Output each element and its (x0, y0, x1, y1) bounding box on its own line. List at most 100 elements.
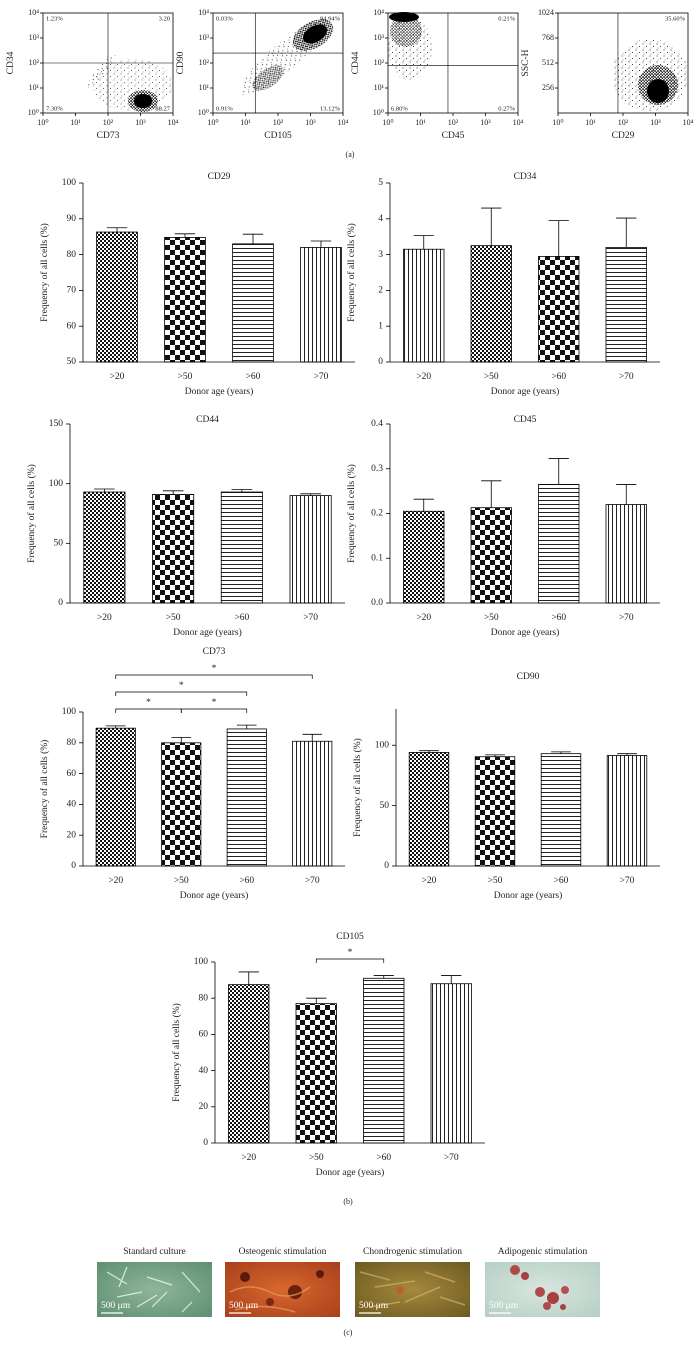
bar (292, 740, 333, 867)
x-tick-label: >60 (234, 613, 249, 623)
bar (363, 977, 405, 1144)
micrograph (485, 1262, 600, 1317)
bar (295, 1003, 337, 1144)
x-tick-label: 10⁴ (338, 118, 349, 127)
significance-bracket (115, 674, 313, 679)
x-axis-label: CD105 (264, 131, 292, 141)
x-tick-label: 10² (103, 118, 114, 127)
x-tick-label: 10¹ (415, 118, 426, 127)
chart-title: CD45 (514, 415, 537, 425)
y-axis-label: Frequency of all cells (%) (39, 223, 50, 322)
x-tick-label: >50 (484, 372, 499, 382)
quadrant-label: 0.91% (216, 105, 233, 112)
x-tick-label: 10² (448, 118, 459, 127)
y-axis-label: SSC-H (521, 49, 531, 76)
x-tick-label: 10² (618, 118, 629, 127)
chart-title: CD90 (517, 672, 540, 682)
x-tick-label: 10⁰ (37, 118, 48, 127)
micrograph (97, 1262, 212, 1317)
y-axis-label: CD34 (6, 51, 16, 74)
x-tick-label: 10⁴ (168, 118, 179, 127)
x-tick-label: >60 (376, 1153, 391, 1163)
y-tick-label: 70 (67, 286, 77, 296)
bar (470, 507, 512, 604)
x-axis-label: Donor age (years) (491, 386, 560, 397)
y-tick-label: 60 (199, 1030, 209, 1040)
y-tick-label: 10⁰ (198, 108, 209, 117)
quadrant-label: 0.21% (498, 15, 515, 22)
x-tick-label: 10¹ (585, 118, 596, 127)
x-axis-label: Donor age (years) (173, 627, 242, 638)
x-tick-label: >50 (488, 876, 503, 886)
y-tick-label: 40 (199, 1066, 209, 1076)
y-tick-label: 10⁴ (198, 8, 209, 17)
y-tick-label: 1 (378, 321, 383, 331)
x-tick-label: >70 (305, 876, 320, 886)
x-tick-label: 10³ (305, 118, 316, 127)
y-tick-label: 10³ (374, 33, 385, 42)
y-tick-label: 0 (378, 357, 383, 367)
x-axis-label: CD73 (97, 131, 120, 141)
x-tick-label: >20 (422, 876, 437, 886)
x-tick-label: 10⁰ (207, 118, 218, 127)
bar (220, 491, 263, 604)
image-title: Chondrogenic stimulation (363, 1247, 462, 1257)
y-axis-label: Frequency of all cells (%) (346, 464, 357, 563)
x-tick-label: >70 (619, 613, 634, 623)
bar (538, 484, 580, 604)
x-tick-label: >60 (554, 876, 569, 886)
chart-title: CD34 (514, 172, 537, 182)
quadrant-label: 0.03% (216, 15, 233, 22)
bar (538, 255, 580, 363)
y-tick-label: 10² (199, 58, 210, 67)
y-tick-label: 90 (67, 214, 77, 224)
x-tick-label: >20 (108, 876, 123, 886)
y-tick-label: 150 (49, 419, 64, 429)
x-tick-label: 10³ (480, 118, 491, 127)
bar (403, 248, 445, 363)
x-tick-label: >70 (314, 372, 329, 382)
y-tick-label: 100 (49, 479, 64, 489)
flow-plot: 10⁰ 10¹ 10² 10³ 10⁴ 10⁰ 10¹ 10² 10³ 10⁴ CD105 CD90 0… (176, 8, 348, 141)
significance-label: * (212, 698, 217, 708)
bar (470, 245, 512, 363)
x-tick-label: >50 (166, 613, 181, 623)
y-tick-label: 0.4 (371, 419, 383, 429)
y-tick-label: 40 (67, 800, 77, 810)
bar (161, 742, 202, 867)
y-tick-label: 10² (29, 58, 40, 67)
x-tick-label: >50 (178, 372, 193, 382)
bar (289, 495, 332, 604)
y-tick-label: 0 (203, 1138, 208, 1148)
bar (403, 510, 445, 604)
chart-title: CD105 (336, 932, 364, 942)
quadrant-label: 13.12% (320, 105, 341, 112)
y-tick-label: 0.3 (371, 464, 383, 474)
significance-bracket (115, 708, 182, 713)
y-tick-label: 100 (375, 740, 390, 750)
panel-caption: (c) (344, 1328, 353, 1337)
x-tick-label: >60 (551, 372, 566, 382)
bar (96, 231, 138, 363)
y-axis-label: Frequency of all cells (%) (171, 1003, 182, 1102)
y-tick-label: 5 (378, 178, 383, 188)
bar (300, 247, 342, 363)
y-tick-label: 80 (199, 993, 209, 1003)
x-tick-label: >60 (246, 372, 261, 382)
quadrant-label: 1.23% (46, 15, 63, 22)
x-tick-label: >20 (416, 613, 431, 623)
y-axis-label: Frequency of all cells (%) (346, 223, 357, 322)
scale-label: 500 μm (489, 1301, 519, 1311)
y-axis-label: Frequency of all cells (%) (26, 464, 37, 563)
y-tick-label: 100 (62, 178, 77, 188)
y-tick-label: 20 (67, 830, 77, 840)
y-tick-label: 50 (67, 357, 77, 367)
x-tick-label: >20 (241, 1153, 256, 1163)
x-tick-label: >20 (110, 372, 125, 382)
bar (226, 728, 267, 867)
flow-plot: 10⁰ 10¹ 10² 10³ 10⁴ 10⁰ 10¹ 10² 10³ 10⁴ CD73 CD34 1.… (6, 8, 178, 141)
significance-label: * (179, 681, 184, 691)
bar (232, 243, 274, 363)
bar (605, 247, 647, 363)
y-tick-label: 10⁴ (28, 8, 39, 17)
